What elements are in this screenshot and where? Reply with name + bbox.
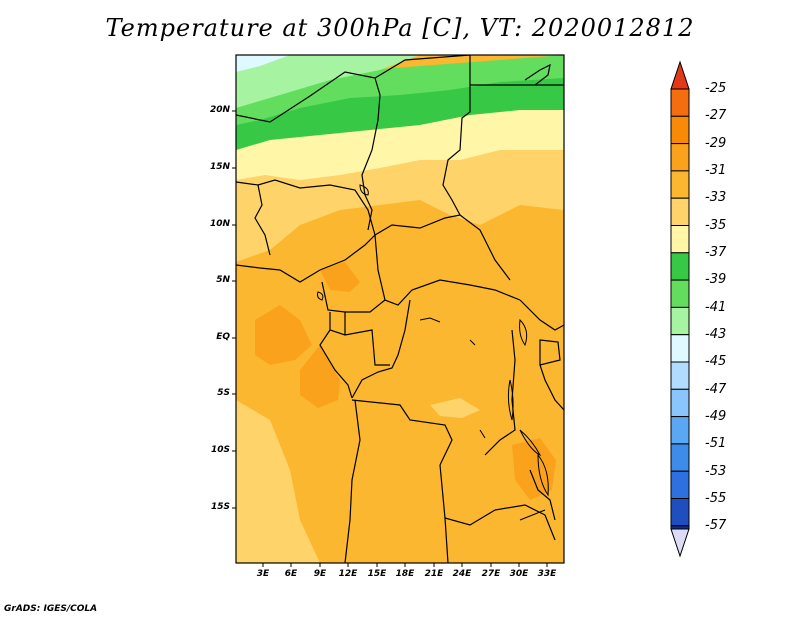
colorbar-label: -41 — [705, 300, 727, 315]
lon-label: 3E — [256, 569, 270, 579]
colorbar-label: -53 — [705, 464, 727, 479]
band-39 — [236, 55, 564, 125]
colorbar-bin — [670, 115, 690, 145]
lon-label: 24E — [452, 569, 472, 579]
colorbar-label: -49 — [705, 409, 727, 424]
lon-label: 6E — [284, 569, 298, 579]
colorbar-bin — [670, 306, 690, 336]
colorbar-bin — [670, 498, 690, 527]
lon-label: 9E — [313, 569, 327, 579]
colorbar-label: -57 — [705, 518, 727, 533]
lat-label: 5S — [217, 388, 230, 398]
page-title: Temperature at 300hPa [C], VT: 202001281… — [105, 14, 695, 42]
country-borders — [236, 55, 564, 563]
lat-label: 5N — [216, 275, 230, 285]
band-43 — [236, 55, 290, 72]
lon-label: 27E — [481, 569, 501, 579]
colorbar-label: -55 — [705, 491, 727, 506]
lat-label: EQ — [216, 332, 230, 342]
colorbar-bin — [670, 225, 690, 254]
lon-label: 12E — [338, 569, 358, 579]
lat-label: 15S — [210, 502, 230, 512]
colorbar-bin — [670, 88, 690, 117]
colorbar-bin — [670, 170, 690, 199]
colorbar-label: -37 — [705, 245, 727, 260]
warm-patch-coast — [300, 345, 340, 408]
colorbar-bin — [670, 279, 690, 308]
lon-label: 30E — [509, 569, 529, 579]
colorbar-bin — [670, 416, 690, 445]
colorbar — [670, 60, 690, 558]
colorbar-top-arrow — [670, 60, 690, 90]
colorbar-label: -47 — [705, 382, 727, 397]
colorbar-bottom-arrow — [670, 528, 690, 558]
lat-label: 15N — [209, 162, 230, 172]
colorbar-label: -27 — [705, 108, 727, 123]
colorbar-bin — [670, 388, 690, 418]
cool-patch — [430, 398, 480, 418]
lakes — [317, 184, 549, 521]
warm-patch-north — [320, 262, 360, 292]
colorbar-label: -33 — [705, 190, 727, 205]
colorbar-label: -45 — [705, 354, 727, 369]
colorbar-label: -31 — [705, 163, 727, 178]
lon-label: 21E — [424, 569, 444, 579]
colorbar-label: -25 — [705, 81, 727, 96]
lon-label: 33E — [537, 569, 557, 579]
lat-label: 10S — [210, 445, 230, 455]
lat-label: 10N — [209, 219, 230, 229]
lat-label: 20N — [209, 105, 230, 115]
colorbar-bin — [670, 334, 690, 363]
lon-label: 18E — [395, 569, 415, 579]
colorbar-bin — [670, 361, 690, 390]
warm-patch-west — [255, 305, 312, 365]
colorbar-label: -29 — [705, 136, 727, 151]
band-41 — [236, 55, 420, 108]
colorbar-bin — [670, 470, 690, 500]
warm-patch-east — [512, 438, 556, 500]
colorbar-bin — [670, 443, 690, 472]
lon-label: 15E — [367, 569, 387, 579]
colorbar-label: -39 — [705, 272, 727, 287]
colorbar-label: -43 — [705, 327, 727, 342]
colorbar-bin — [670, 197, 690, 226]
software-credit: GrADS: IGES/COLA — [4, 604, 98, 614]
colorbar-bin — [670, 143, 690, 172]
map-frame — [235, 54, 565, 564]
colorbar-bin — [670, 252, 690, 281]
temperature-field — [236, 55, 564, 563]
colorbar-label: -51 — [705, 436, 727, 451]
axis-ticks — [232, 110, 548, 567]
colorbar-label: -35 — [705, 218, 727, 233]
